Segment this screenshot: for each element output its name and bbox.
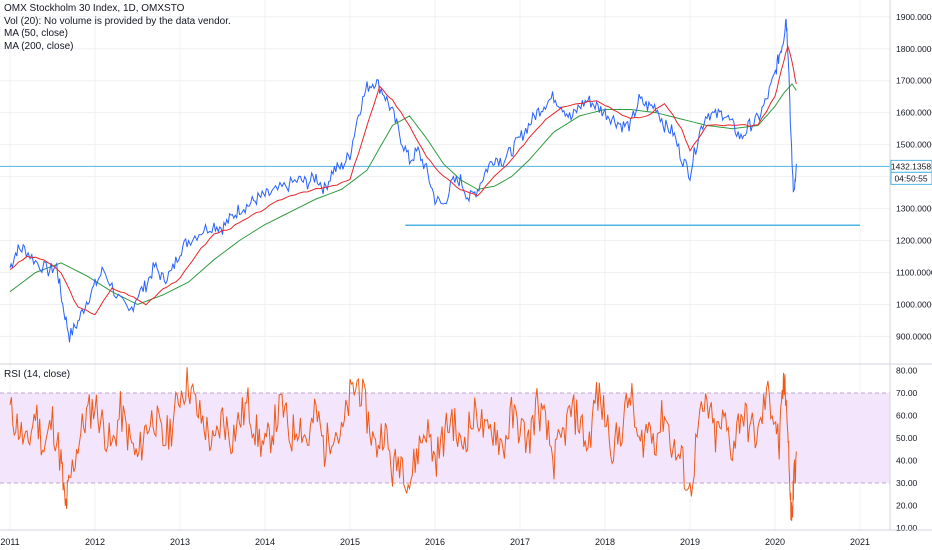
series-price (9, 18, 797, 343)
price-axis-label: 1500.0000 (896, 140, 932, 150)
time-badge: 04:50:55 (894, 173, 927, 183)
time-axis-label: 2014 (255, 537, 275, 547)
legend-ma200[interactable]: MA (200, close) (4, 40, 74, 52)
time-axis-label: 2013 (170, 537, 190, 547)
rsi-axis-label: 70.00 (896, 388, 918, 398)
legend-ma50[interactable]: MA (50, close) (4, 28, 68, 39)
main-legend: OMX Stockholm 30 Index, 1D, OMXSTO Vol (… (4, 3, 231, 53)
price-axis-label: 1800.0000 (896, 44, 932, 54)
time-axis-label: 2018 (595, 537, 615, 547)
rsi-axis-label: 80.00 (896, 366, 918, 376)
time-axis-label: 2019 (680, 537, 700, 547)
legend-title[interactable]: OMX Stockholm 30 Index, 1D, OMXSTO (4, 3, 185, 14)
time-badge-box (890, 171, 932, 185)
rsi-axis-label: 40.00 (896, 456, 918, 466)
rsi-axis-label: 10.00 (896, 523, 918, 533)
rsi-band (0, 392, 890, 484)
grid (0, 0, 890, 530)
price-axis-label: 1100.0000 (896, 268, 932, 278)
price-axis-label: 1200.0000 (896, 236, 932, 246)
rsi-axis-label: 50.00 (896, 433, 918, 443)
time-axis-label: 2021 (850, 537, 870, 547)
price-axis-label: 1700.0000 (896, 76, 932, 86)
horizontal-lines[interactable] (0, 165, 890, 226)
rsi-axis-label: 30.00 (896, 478, 918, 488)
rsi-legend[interactable]: RSI (14, close) (4, 369, 71, 380)
legend-volume-note[interactable]: Vol (20): No volume is provided by the d… (4, 15, 231, 27)
price-axis-label: 1300.0000 (896, 204, 932, 214)
time-axis-label: 2020 (765, 537, 785, 547)
time-axis-label: 2011 (0, 537, 19, 547)
time-axis-label: 2016 (425, 537, 445, 547)
time-axis-label: 2017 (510, 537, 530, 547)
price-badge: 1432.1358 (891, 161, 931, 171)
rsi-axis-label: 60.00 (896, 411, 918, 421)
series (9, 18, 797, 521)
series-ma200 (9, 83, 797, 306)
price-axis-label: 900.0000 (896, 331, 932, 341)
price-axis-label: 1000.0000 (896, 299, 932, 309)
series-rsi (9, 367, 797, 521)
rsi-axis-label: 20.00 (896, 501, 918, 511)
price-axis-label: 1900.0000 (896, 12, 932, 22)
price-axis-label: 1600.0000 (896, 108, 932, 118)
time-axis-label: 2012 (85, 537, 105, 547)
series-ma50 (9, 44, 797, 316)
rsi-band-fill (0, 393, 890, 483)
time-axis-label: 2015 (340, 537, 360, 547)
